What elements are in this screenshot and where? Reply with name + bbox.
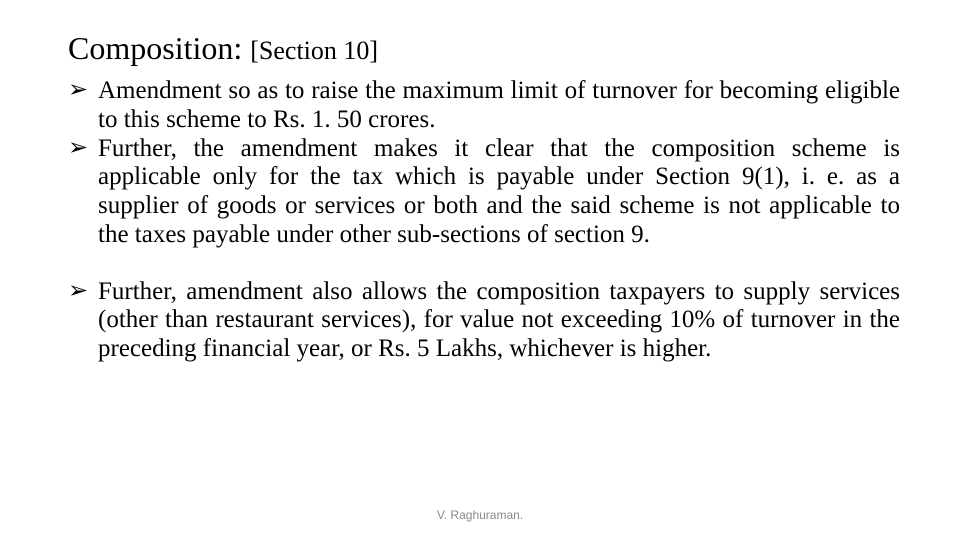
slide-title: Composition: [Section 10] — [68, 30, 900, 67]
list-item: Amendment so as to raise the maximum lim… — [68, 77, 900, 135]
title-main: Composition: — [68, 30, 250, 66]
bullet-list-2: Further, amendment also allows the compo… — [68, 278, 900, 364]
list-item: Further, the amendment makes it clear th… — [68, 135, 900, 250]
title-sub: [Section 10] — [250, 36, 378, 65]
footer-author: V. Raghuraman. — [0, 508, 960, 522]
bullet-list: Amendment so as to raise the maximum lim… — [68, 77, 900, 250]
slide-body: Composition: [Section 10] Amendment so a… — [0, 0, 960, 540]
paragraph-spacer — [68, 250, 900, 278]
list-item: Further, amendment also allows the compo… — [68, 278, 900, 364]
